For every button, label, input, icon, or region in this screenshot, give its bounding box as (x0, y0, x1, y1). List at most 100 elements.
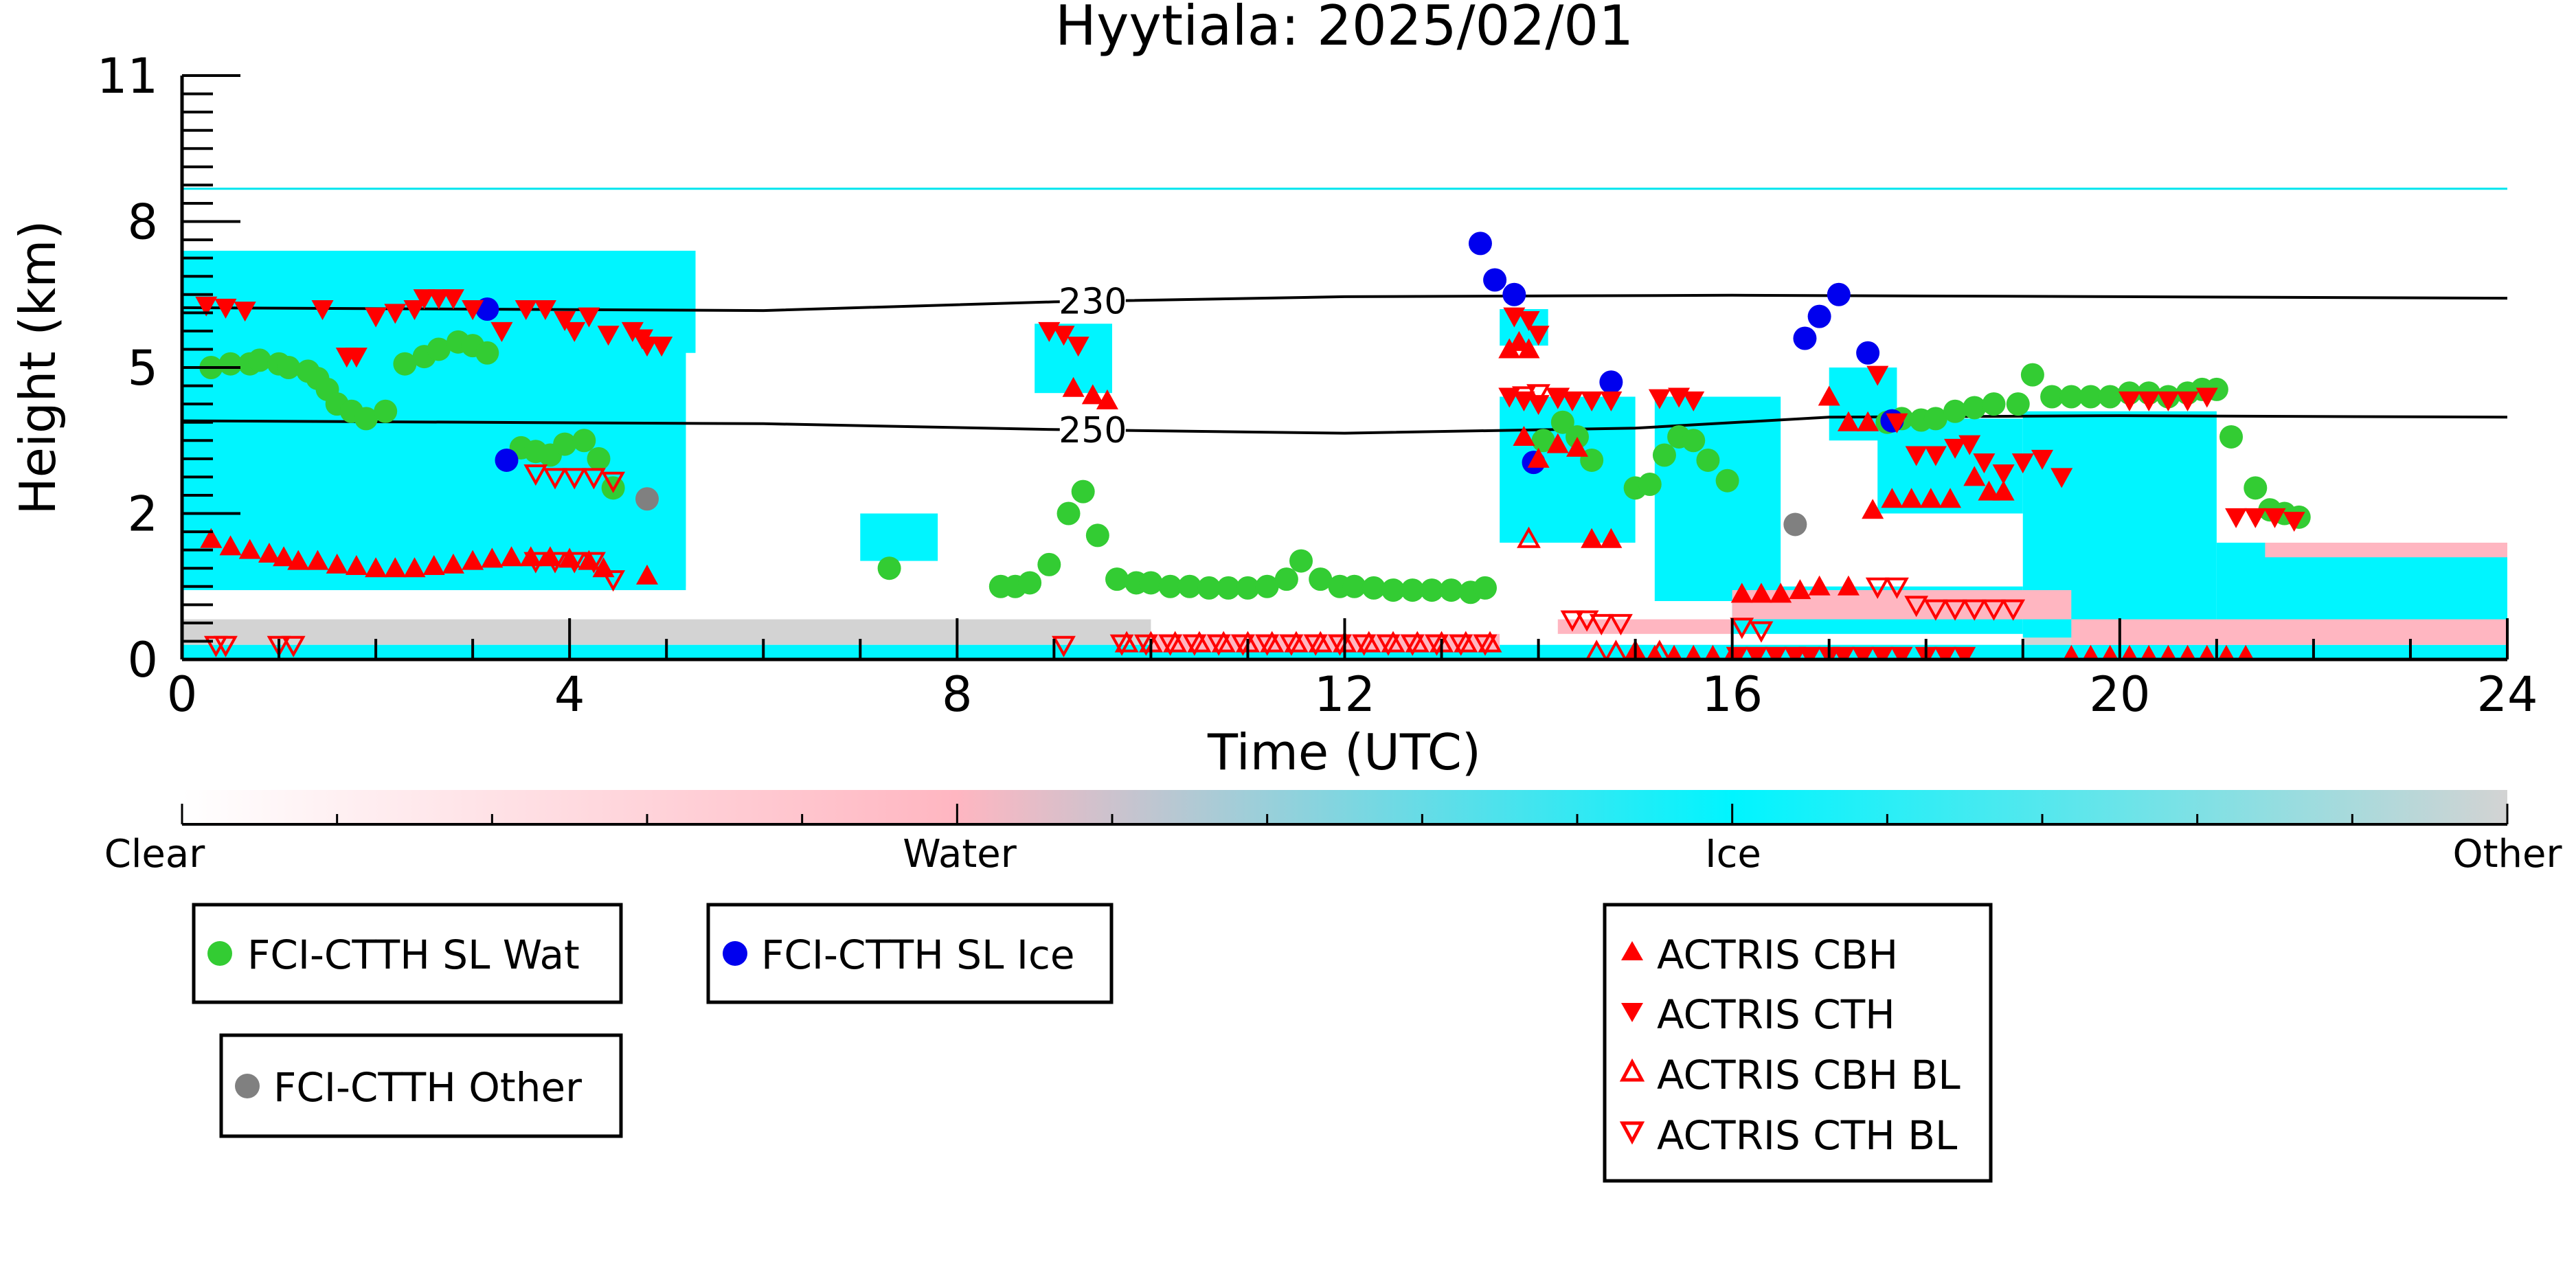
actris-cbh-bl-point (1308, 631, 1333, 653)
y-tick-label: 2 (127, 486, 158, 543)
actris-cth-point (1517, 310, 1540, 331)
actris-cth-point (1973, 453, 1996, 474)
actris-cth-point (2157, 391, 2180, 411)
actris-cth-point (427, 289, 450, 310)
actris-cth-point (563, 321, 586, 342)
actris-cth-bl-point (543, 552, 567, 574)
fci-ctth-sl-wat-point (1236, 576, 1260, 600)
fci-ctth-sl-wat-point (2219, 425, 2244, 449)
actris-cth-point (1798, 646, 1821, 659)
fci-ctth-sl-ice-point (1827, 282, 1851, 306)
actris-cth-point (2176, 391, 2199, 411)
fci-ctth-sl-wat-point (1473, 576, 1498, 600)
actris-cth-bl-point (1560, 610, 1585, 632)
actris-cth-bl-point (1182, 634, 1207, 656)
fci-ctth-sl-wat-point (2244, 476, 2268, 500)
actris-cth-point (462, 300, 484, 320)
actris-cbh-point (1837, 411, 1860, 431)
fci-ctth-sl-wat-point (2079, 385, 2103, 409)
actris-cbh-point (442, 553, 464, 574)
actris-cbh-point (1857, 411, 1879, 431)
actris-cth-point (1648, 389, 1671, 409)
reference-line (182, 414, 2507, 435)
reference-label-bg (1059, 412, 1126, 449)
actris-cth-bl-point (281, 635, 306, 657)
y-tick-label: 5 (127, 340, 158, 396)
actris-cth-bl-point (1109, 634, 1134, 656)
ice-region (860, 513, 938, 561)
actris-cbh-point (2237, 644, 2254, 659)
legend-marker-cth (1621, 1003, 1643, 1022)
ice-region (608, 251, 696, 353)
actris-cth-bl-point (1352, 634, 1377, 656)
actris-cbh-point (462, 550, 484, 570)
colorbar-gradient (182, 790, 2507, 824)
actris-cth-point (2011, 453, 2034, 474)
actris-cth-point (384, 304, 407, 324)
x-ticks: 0 4 8 12 16 20 24 (167, 618, 2538, 723)
actris-cbh-point (558, 547, 581, 568)
actris-cth-bl-point (562, 468, 587, 490)
actris-cth-point (2195, 387, 2218, 408)
actris-cbh-point (1600, 528, 1623, 548)
fci-ctth-sl-wat-point (374, 399, 398, 423)
actris-cbh-point (1789, 579, 1811, 600)
fci-ctth-other-point (1783, 512, 1807, 536)
fci-ctth-sl-wat-point (1057, 501, 1081, 526)
fci-ctth-sl-wat-point (393, 352, 417, 376)
actris-cbh-bl-point (1605, 640, 1627, 659)
actris-cbh-point (1919, 488, 1942, 508)
fci-ctth-sl-wat-point (1197, 576, 1221, 600)
actris-cth-bl-point (1962, 599, 1987, 621)
fci-ctth-sl-wat-point (1071, 479, 1095, 504)
actris-cth-bl-point (1546, 387, 1570, 409)
actris-cbh-point (326, 553, 348, 574)
actris-cbh-point (2160, 644, 2177, 659)
actris-cbh-bl-point (1163, 631, 1188, 653)
actris-cth-bl-point (1574, 610, 1599, 632)
actris-cbh-bl-point (1357, 631, 1381, 653)
water-region (2071, 619, 2507, 645)
actris-cbh-point (1517, 338, 1540, 359)
actris-cbh-point (2218, 644, 2235, 659)
actris-cbh-bl-point (1405, 631, 1430, 653)
fci-ctth-sl-wat-point (1982, 392, 2006, 416)
actris-cth-point (1890, 646, 1913, 659)
actris-cbh-point (238, 539, 261, 559)
actris-cth-point (1886, 413, 1908, 433)
fci-ctth-sl-wat-point (218, 352, 242, 376)
actris-cth-point (1958, 435, 1981, 455)
actris-cbh-point (1978, 480, 2000, 501)
actris-cth-point (2031, 449, 2053, 470)
actris-cth-bl-point (1158, 634, 1183, 656)
fci-ctth-sl-ice-point (1856, 341, 1880, 365)
actris-cth-point (1581, 391, 1603, 411)
actris-cbh-point (1818, 385, 1840, 406)
legend-label-cth: ACTRIS CTH (1657, 991, 1895, 1038)
x-tick-label: 4 (554, 666, 585, 723)
actris-cbh-point (1566, 436, 1588, 457)
actris-cth-bl-point (1943, 599, 1967, 621)
actris-cbh-point (403, 557, 426, 578)
actris-cth-point (2138, 391, 2160, 411)
actris-cbh-point (1062, 376, 1085, 397)
actris-cbh-point (636, 564, 658, 585)
actris-cbh-point (1527, 447, 1550, 468)
actris-cth-bl-point (214, 635, 238, 657)
actris-cth-point (1600, 391, 1623, 411)
y-ticks: 0 2 5 8 11 (97, 48, 240, 688)
legend-marker-sl-ice (723, 941, 747, 966)
legend-label-cbh: ACTRIS CBH (1657, 931, 1898, 978)
fci-ctth-sl-wat-point (1105, 567, 1129, 591)
actris-cbh-point (1666, 644, 1682, 659)
fci-ctth-sl-wat-point (1550, 410, 1574, 434)
fci-ctth-sl-wat-point (2020, 363, 2044, 387)
actris-cth-bl-point (1749, 621, 1774, 643)
actris-cbh-point (258, 542, 280, 563)
reference-line (182, 293, 2507, 313)
fci-ctth-sl-wat-point (2006, 392, 2030, 416)
fci-ctth-sl-wat-point (1439, 578, 1463, 602)
actris-cbh-bl-point (1260, 631, 1285, 653)
actris-cth-point (1527, 326, 1550, 346)
